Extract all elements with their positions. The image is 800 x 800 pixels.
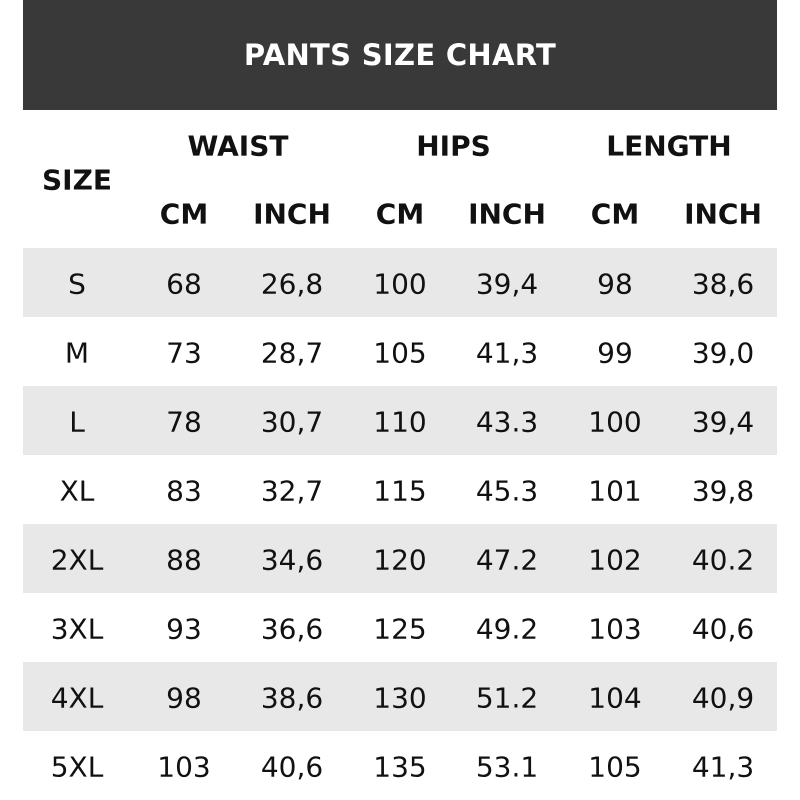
measurement-cell: 36,6 (260, 612, 324, 646)
measurement-cell: 73 (166, 336, 202, 370)
measurement-cell: 135 (373, 750, 427, 784)
measurement-cell: 98 (597, 267, 633, 301)
measurement-cell: 83 (166, 474, 202, 508)
measurement-cell: 40,9 (691, 681, 755, 715)
measurement-cell: 41,3 (691, 750, 755, 784)
measurement-cell: 102 (588, 543, 642, 577)
table-row (23, 248, 777, 317)
measurement-cell: 30,7 (260, 405, 324, 439)
measurement-cell: 103 (588, 612, 642, 646)
measurement-cell: 40.2 (691, 543, 755, 577)
measurement-cell: 28,7 (260, 336, 324, 370)
unit-header-cm: CM (375, 197, 425, 231)
length-header: LENGTH (606, 129, 732, 163)
measurement-cell: 103 (157, 750, 211, 784)
chart-title: PANTS SIZE CHART (243, 38, 557, 72)
measurement-cell: 100 (373, 267, 427, 301)
measurement-cell: 38,6 (691, 267, 755, 301)
hips-header: HIPS (416, 129, 491, 163)
measurement-cell: 78 (166, 405, 202, 439)
measurement-cell: 110 (373, 405, 427, 439)
measurement-cell: 105 (588, 750, 642, 784)
measurement-cell: 47.2 (475, 543, 539, 577)
table-row (23, 662, 777, 731)
measurement-cell: 26,8 (260, 267, 324, 301)
measurement-cell: 40,6 (691, 612, 755, 646)
measurement-cell: 34,6 (260, 543, 324, 577)
measurement-cell: 68 (166, 267, 202, 301)
unit-header-cm: CM (590, 197, 640, 231)
size-header: SIZE (41, 163, 113, 197)
size-label: 5XL (50, 750, 104, 784)
measurement-cell: 93 (166, 612, 202, 646)
measurement-cell: 53.1 (475, 750, 539, 784)
measurement-cell: 38,6 (260, 681, 324, 715)
measurement-cell: 115 (373, 474, 427, 508)
measurement-cell: 51.2 (475, 681, 539, 715)
measurement-cell: 130 (373, 681, 427, 715)
measurement-cell: 43.3 (475, 405, 539, 439)
title-bar: PANTS SIZE CHART (23, 0, 777, 110)
size-label: M (64, 336, 90, 370)
unit-header-inch: INCH (253, 197, 331, 231)
size-label: 4XL (50, 681, 104, 715)
table-row (23, 524, 777, 593)
size-label: 2XL (50, 543, 104, 577)
unit-header-inch: INCH (684, 197, 762, 231)
table-row (23, 386, 777, 455)
size-label: XL (59, 474, 95, 508)
measurement-cell: 39,4 (475, 267, 539, 301)
unit-header-inch: INCH (468, 197, 546, 231)
measurement-cell: 120 (373, 543, 427, 577)
measurement-cell: 40,6 (260, 750, 324, 784)
measurement-cell: 41,3 (475, 336, 539, 370)
measurement-cell: 105 (373, 336, 427, 370)
size-label: 3XL (50, 612, 104, 646)
measurement-cell: 88 (166, 543, 202, 577)
measurement-cell: 99 (597, 336, 633, 370)
measurement-cell: 125 (373, 612, 427, 646)
measurement-cell: 101 (588, 474, 642, 508)
measurement-cell: 39,8 (691, 474, 755, 508)
measurement-cell: 104 (588, 681, 642, 715)
size-label: L (69, 405, 85, 439)
measurement-cell: 39,4 (691, 405, 755, 439)
measurement-cell: 32,7 (260, 474, 324, 508)
measurement-cell: 100 (588, 405, 642, 439)
waist-header: WAIST (187, 129, 289, 163)
unit-header-cm: CM (159, 197, 209, 231)
measurement-cell: 98 (166, 681, 202, 715)
measurement-cell: 45.3 (475, 474, 539, 508)
measurement-cell: 39,0 (691, 336, 755, 370)
measurement-cell: 49.2 (475, 612, 539, 646)
size-label: S (68, 267, 86, 301)
